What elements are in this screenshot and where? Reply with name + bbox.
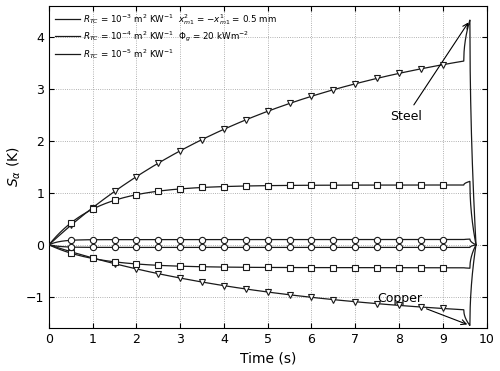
$R_{TC}$ = 10$^{-4}$ m$^2$ KW$^{-1}$  $\Phi_g$ = 20 kWm$^{-2}$ [89,207,95,211]
Legend: $R_{TC}$ = 10$^{-3}$ m$^2$ KW$^{-1}$  $x_{m1}^{2}$ = $-x_{m1}^{1}$ = 0.5 mm, $R_: $R_{TC}$ = 10$^{-3}$ m$^2$ KW$^{-1}$ $x_… [52,9,280,64]
$R_{TC}$ = 10$^{-5}$ m$^2$ KW$^{-1}$ [370,237,376,242]
$R_{TC}$ = 10$^{-3}$ m$^2$ KW$^{-1}$  $x_{m1}^{2}$ = $-x_{m1}^{1}$ = 0.5 mm [127,179,133,183]
$R_{TC}$ = 10$^{-3}$ m$^2$ KW$^{-1}$  $x_{m1}^{2}$ = $-x_{m1}^{1}$ = 0.5 mm [370,77,376,81]
Text: Steel: Steel [390,23,468,123]
$R_{TC}$ = 10$^{-5}$ m$^2$ KW$^{-1}$ [467,237,473,241]
$R_{TC}$ = 10$^{-3}$ m$^2$ KW$^{-1}$  $x_{m1}^{2}$ = $-x_{m1}^{1}$ = 0.5 mm [46,243,52,247]
$R_{TC}$ = 10$^{-4}$ m$^2$ KW$^{-1}$  $\Phi_g$ = 20 kWm$^{-2}$ [282,183,288,188]
Y-axis label: $S_{\alpha}$ (K): $S_{\alpha}$ (K) [6,147,23,187]
$R_{TC}$ = 10$^{-5}$ m$^2$ KW$^{-1}$ [424,237,430,242]
$R_{TC}$ = 10$^{-4}$ m$^2$ KW$^{-1}$  $\Phi_g$ = 20 kWm$^{-2}$ [467,179,473,184]
Text: Copper: Copper [377,292,466,325]
Line: $R_{TC}$ = 10$^{-4}$ m$^2$ KW$^{-1}$  $\Phi_g$ = 20 kWm$^{-2}$: $R_{TC}$ = 10$^{-4}$ m$^2$ KW$^{-1}$ $\P… [49,181,476,245]
$R_{TC}$ = 10$^{-4}$ m$^2$ KW$^{-1}$  $\Phi_g$ = 20 kWm$^{-2}$ [370,183,376,187]
$R_{TC}$ = 10$^{-4}$ m$^2$ KW$^{-1}$  $\Phi_g$ = 20 kWm$^{-2}$ [46,243,52,247]
$R_{TC}$ = 10$^{-3}$ m$^2$ KW$^{-1}$  $x_{m1}^{2}$ = $-x_{m1}^{1}$ = 0.5 mm [424,65,430,70]
$R_{TC}$ = 10$^{-3}$ m$^2$ KW$^{-1}$  $x_{m1}^{2}$ = $-x_{m1}^{1}$ = 0.5 mm [89,206,95,210]
$R_{TC}$ = 10$^{-3}$ m$^2$ KW$^{-1}$  $x_{m1}^{2}$ = $-x_{m1}^{1}$ = 0.5 mm [282,103,288,107]
$R_{TC}$ = 10$^{-5}$ m$^2$ KW$^{-1}$ [159,237,165,242]
$R_{TC}$ = 10$^{-5}$ m$^2$ KW$^{-1}$ [127,237,133,242]
$R_{TC}$ = 10$^{-5}$ m$^2$ KW$^{-1}$ [282,237,288,242]
$R_{TC}$ = 10$^{-5}$ m$^2$ KW$^{-1}$ [473,243,479,247]
$R_{TC}$ = 10$^{-4}$ m$^2$ KW$^{-1}$  $\Phi_g$ = 20 kWm$^{-2}$ [159,188,165,193]
$R_{TC}$ = 10$^{-4}$ m$^2$ KW$^{-1}$  $\Phi_g$ = 20 kWm$^{-2}$ [473,243,479,247]
$R_{TC}$ = 10$^{-4}$ m$^2$ KW$^{-1}$  $\Phi_g$ = 20 kWm$^{-2}$ [424,183,430,187]
Line: $R_{TC}$ = 10$^{-3}$ m$^2$ KW$^{-1}$  $x_{m1}^{2}$ = $-x_{m1}^{1}$ = 0.5 mm: $R_{TC}$ = 10$^{-3}$ m$^2$ KW$^{-1}$ $x_… [49,20,476,245]
$R_{TC}$ = 10$^{-3}$ m$^2$ KW$^{-1}$  $x_{m1}^{2}$ = $-x_{m1}^{1}$ = 0.5 mm [473,243,479,247]
$R_{TC}$ = 10$^{-3}$ m$^2$ KW$^{-1}$  $x_{m1}^{2}$ = $-x_{m1}^{1}$ = 0.5 mm [159,159,165,163]
$R_{TC}$ = 10$^{-5}$ m$^2$ KW$^{-1}$ [46,243,52,247]
X-axis label: Time (s): Time (s) [240,351,296,365]
$R_{TC}$ = 10$^{-5}$ m$^2$ KW$^{-1}$ [89,237,95,242]
$R_{TC}$ = 10$^{-4}$ m$^2$ KW$^{-1}$  $\Phi_g$ = 20 kWm$^{-2}$ [127,194,133,198]
Line: $R_{TC}$ = 10$^{-5}$ m$^2$ KW$^{-1}$: $R_{TC}$ = 10$^{-5}$ m$^2$ KW$^{-1}$ [49,239,476,245]
$R_{TC}$ = 10$^{-3}$ m$^2$ KW$^{-1}$  $x_{m1}^{2}$ = $-x_{m1}^{1}$ = 0.5 mm [467,18,473,22]
